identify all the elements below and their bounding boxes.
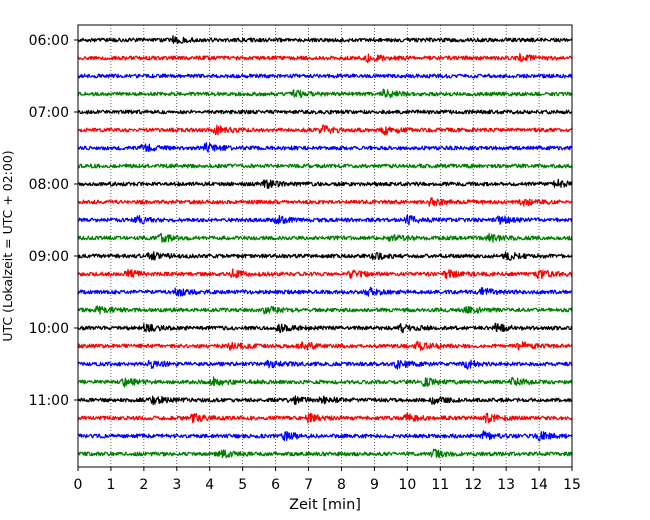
seismogram-trace (77, 178, 573, 189)
seismogram-trace (77, 340, 573, 351)
x-tick-label: 6 (271, 477, 280, 493)
seismogram-trace (77, 305, 573, 315)
x-tick-label: 8 (337, 477, 346, 493)
seismogram-trace (77, 214, 573, 226)
x-tick-label: 10 (398, 477, 416, 493)
x-tick-label: 3 (172, 477, 181, 493)
y-tick-label: 11:00 (29, 393, 69, 409)
chart-traces (77, 35, 573, 459)
seismogram-trace (77, 430, 573, 442)
seismogram-trace (77, 142, 573, 153)
seismogram-trace (77, 376, 573, 388)
seismogram-trace (77, 35, 573, 45)
x-tick-label: 14 (530, 477, 548, 493)
seismogram-trace (77, 251, 573, 261)
seismogram-trace (77, 448, 573, 459)
y-tick-label: 06:00 (29, 33, 69, 49)
seismogram-trace (77, 52, 573, 64)
seismogram-trace (77, 163, 573, 169)
x-axis-label: Zeit [min] (289, 497, 361, 513)
y-tick-label: 10:00 (29, 321, 69, 337)
seismogram-trace (77, 322, 573, 334)
x-tick-label: 11 (431, 477, 449, 493)
y-axis-ticks: 06:00 07:00 08:00 09:00 10:00 11:00 (29, 33, 78, 409)
x-tick-label: 1 (106, 477, 115, 493)
y-axis-label: UTC (Lokalzeit = UTC + 02:00) (0, 150, 15, 341)
x-tick-label: 5 (238, 477, 247, 493)
x-tick-label: 4 (205, 477, 214, 493)
y-tick-label: 09:00 (29, 249, 69, 265)
seismogram-trace (77, 124, 573, 136)
seismogram-trace (77, 412, 573, 424)
seismogram-trace (77, 268, 573, 280)
x-tick-label: 2 (139, 477, 148, 493)
seismogram-trace (77, 395, 573, 406)
x-tick-label: 12 (464, 477, 482, 493)
x-axis-ticks: 0 1 2 3 4 5 6 7 8 9 10 11 12 13 14 15 (74, 467, 581, 493)
x-tick-label: 9 (370, 477, 379, 493)
plot-frame (77, 24, 573, 468)
y-tick-label: 08:00 (29, 177, 69, 193)
x-tick-label: 7 (304, 477, 313, 493)
seismogram-trace (77, 88, 573, 99)
y-tick-label: 07:00 (29, 105, 69, 121)
seismogram-trace (77, 286, 573, 297)
seismogram-trace (77, 73, 573, 79)
seismogram-trace (77, 197, 573, 207)
x-tick-label: 0 (74, 477, 83, 493)
seismogram-trace (77, 109, 573, 115)
x-tick-label: 15 (563, 477, 581, 493)
x-tick-label: 13 (497, 477, 515, 493)
seismogram-trace (77, 232, 573, 244)
seismogram-trace (77, 359, 573, 370)
